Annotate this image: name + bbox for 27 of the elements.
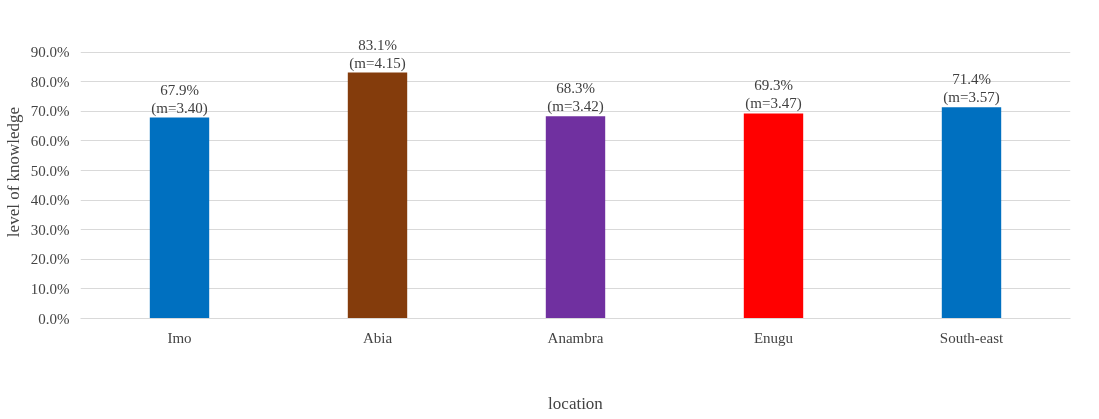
y-tick-label: 80.0% [30, 73, 70, 90]
y-axis-title: level of knowledge [3, 106, 23, 238]
data-label: 71.4% (m=3.57) [943, 71, 1000, 107]
data-label: 69.3% (m=3.47) [745, 77, 802, 113]
bar [941, 107, 1002, 319]
bar [149, 117, 210, 319]
data-label: 83.1% (m=4.15) [349, 36, 406, 72]
bar [545, 116, 606, 319]
y-tick-label: 20.0% [30, 251, 70, 268]
y-tick-label: 50.0% [30, 162, 70, 179]
x-tick-label: Imo [167, 329, 192, 346]
bar [347, 72, 408, 319]
y-tick-label: 10.0% [30, 280, 70, 297]
y-tick-label: 60.0% [30, 132, 70, 149]
y-tick-label: 0.0% [38, 310, 70, 327]
data-label: 68.3% (m=3.42) [547, 80, 604, 116]
x-tick-label: Enugu [753, 329, 794, 346]
y-tick-label: 90.0% [30, 44, 70, 61]
x-tick-label: Anambra [547, 329, 604, 346]
y-tick-label: 30.0% [30, 221, 70, 238]
bar [743, 113, 804, 319]
data-label: 67.9% (m=3.40) [151, 81, 208, 117]
x-axis-title: location [548, 393, 604, 413]
y-tick-label: 40.0% [30, 192, 70, 209]
y-tick-label: 70.0% [30, 103, 70, 120]
x-tick-label: Abia [362, 329, 393, 346]
x-tick-label: South-east [939, 329, 1004, 346]
